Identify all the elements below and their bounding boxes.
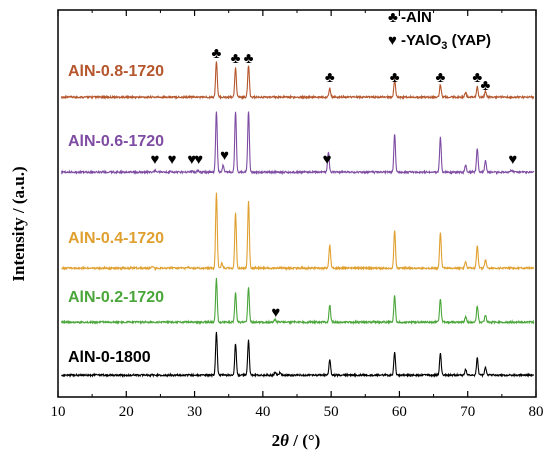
legend-yap-text: -YAlO <box>401 32 442 49</box>
yap-peak-marker: ♥ <box>194 152 203 168</box>
x-axis-label-suffix: / (°) <box>289 431 320 450</box>
series-label-aln-0-8-1720: AlN-0.8-1720 <box>68 63 164 80</box>
yap-peak-marker: ♥ <box>323 152 332 168</box>
legend: ♣ -AlN ♥ -YAlO3 (YAP) <box>388 9 491 52</box>
legend-yap-icon: ♥ <box>388 32 397 49</box>
x-tick-label: 40 <box>255 404 270 420</box>
yap-peak-marker: ♥ <box>187 152 196 168</box>
legend-aln-icon: ♣ <box>388 9 398 26</box>
x-tick-label: 60 <box>392 404 407 420</box>
x-tick-label: 20 <box>119 404 134 420</box>
x-axis-label-symbol: θ <box>280 431 289 450</box>
aln-peak-marker: ♣ <box>481 78 491 94</box>
x-tick-label: 70 <box>460 404 475 420</box>
aln-peak-marker: ♣ <box>325 70 335 86</box>
series-line-aln-0-8-1720 <box>60 61 535 101</box>
x-tick-label: 80 <box>529 404 544 420</box>
aln-peak-marker: ♣ <box>244 51 254 67</box>
series-line-aln-0-2-1720 <box>60 277 535 326</box>
aln-peak-marker: ♣ <box>472 70 482 86</box>
yap-peak-marker: ♥ <box>151 152 160 168</box>
aln-peak-marker: ♣ <box>435 70 445 86</box>
x-axis-label-prefix: 2 <box>272 431 281 450</box>
series-label-aln-0-1800: AlN-0-1800 <box>68 349 151 366</box>
series-label-aln-0-4-1720: AlN-0.4-1720 <box>68 230 164 247</box>
plot-area <box>60 61 535 379</box>
yap-peak-marker: ♥ <box>168 152 177 168</box>
y-axis-label: Intensity / (a.u.) <box>9 166 28 281</box>
x-axis-label: 2θ / (°) <box>272 431 321 450</box>
x-tick-label: 50 <box>324 404 339 420</box>
aln-peak-marker: ♣ <box>231 51 241 67</box>
x-tick-label: 30 <box>187 404 202 420</box>
series-labels: AlN-0.8-1720 AlN-0.6-1720 AlN-0.4-1720 AlN-… <box>68 63 164 366</box>
yap-peak-marker: ♥ <box>271 305 280 321</box>
series-label-aln-0-6-1720: AlN-0.6-1720 <box>68 133 164 150</box>
peak-markers: ♣ ♣ ♣♣ ♣ ♣ ♣♣♥ ♥ ♥♥ ♥ ♥ ♥♥ <box>151 46 518 321</box>
series-line-aln-0-4-1720 <box>61 192 535 272</box>
legend-yap-label: -YAlO3 (YAP) <box>401 32 491 52</box>
legend-yap-suffix: (YAP) <box>447 32 491 49</box>
x-tick-label: 10 <box>51 404 66 420</box>
series-line-aln-0-6-1720 <box>60 111 535 176</box>
yap-peak-marker: ♥ <box>220 148 229 164</box>
x-axis-ticks: 10 20 30 40 50 60 70 80 <box>51 10 544 420</box>
yap-peak-marker: ♥ <box>508 152 517 168</box>
aln-peak-marker: ♣ <box>390 70 400 86</box>
legend-aln-label: -AlN <box>401 9 432 26</box>
legend-yap-sub: 3 <box>441 40 447 52</box>
series-line-aln-0-1800 <box>61 331 535 379</box>
aln-peak-marker: ♣ <box>212 46 222 62</box>
series-label-aln-0-2-1720: AlN-0.2-1720 <box>68 289 164 306</box>
